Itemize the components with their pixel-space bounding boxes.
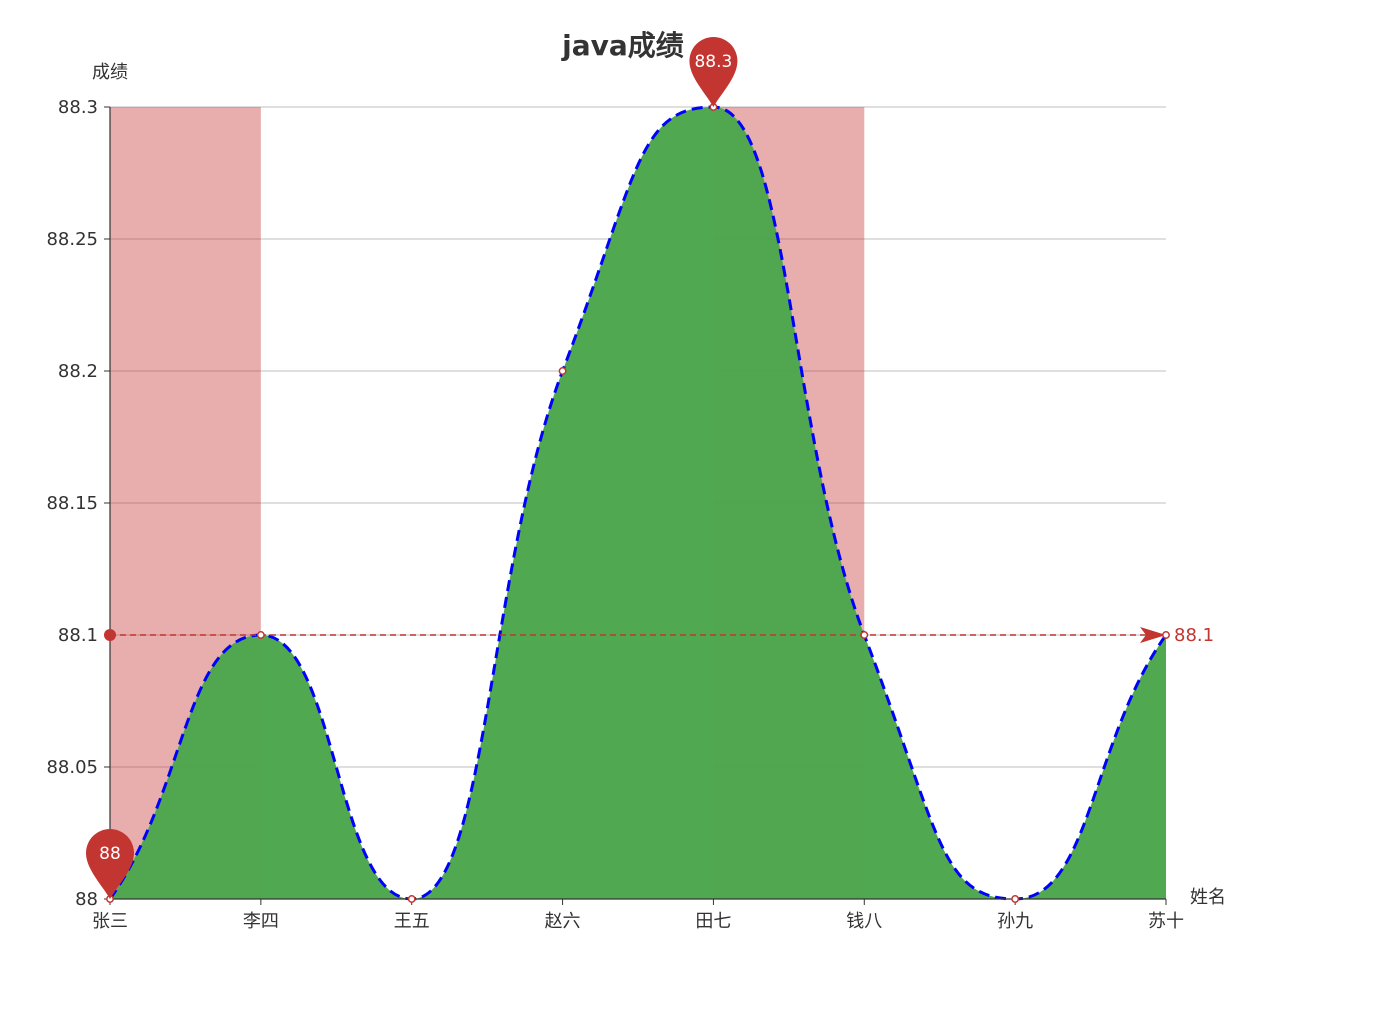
y-tick-label: 88.1 bbox=[58, 625, 98, 646]
data-point bbox=[407, 895, 416, 903]
x-tick-label: 孙九 bbox=[997, 911, 1033, 932]
series-area-fill bbox=[110, 107, 1166, 899]
data-point bbox=[1011, 895, 1020, 903]
average-line-start-dot bbox=[104, 629, 116, 641]
chart-title: java成绩 bbox=[561, 29, 684, 62]
average-line-label: 88.1 bbox=[1174, 625, 1214, 646]
data-point bbox=[256, 631, 265, 639]
y-tick-label: 88.3 bbox=[58, 97, 98, 118]
x-tick-label: 赵六 bbox=[545, 911, 581, 932]
x-tick-label: 李四 bbox=[243, 911, 279, 932]
mark-point-pin-min bbox=[86, 829, 134, 899]
x-tick-label: 王五 bbox=[394, 911, 430, 932]
axes: 88 88.05 88.1 88.15 88.2 88.25 88.3 张三 李四 王五 赵六 田七 钱… bbox=[46, 97, 1184, 932]
y-tick-label: 88 bbox=[75, 889, 98, 910]
series-area bbox=[108, 105, 1168, 901]
x-tick-label: 苏十 bbox=[1148, 911, 1184, 932]
x-tick-label: 田七 bbox=[695, 911, 731, 932]
average-line-arrow bbox=[1140, 627, 1166, 643]
average-mark-line: 88.1 bbox=[104, 625, 1214, 646]
y-tick-label: 88.25 bbox=[46, 229, 98, 250]
mark-point-label-min: 88 bbox=[99, 844, 121, 864]
y-axis-name: 成绩 bbox=[92, 62, 128, 83]
mark-points: 88.3 88 bbox=[86, 37, 738, 899]
data-point bbox=[558, 367, 567, 375]
series-line bbox=[108, 105, 1168, 901]
mark-point-label-max: 88.3 bbox=[694, 52, 732, 72]
y-tick-label: 88.05 bbox=[46, 757, 98, 778]
data-point bbox=[1162, 631, 1170, 639]
x-axis-name: 姓名 bbox=[1190, 887, 1226, 908]
y-tick-label: 88.15 bbox=[46, 493, 98, 514]
x-tick-label: 张三 bbox=[92, 911, 128, 932]
x-tick-label: 钱八 bbox=[846, 911, 882, 932]
data-point bbox=[860, 631, 869, 639]
y-tick-label: 88.2 bbox=[58, 361, 98, 382]
mark-point-pin-max bbox=[689, 37, 738, 107]
